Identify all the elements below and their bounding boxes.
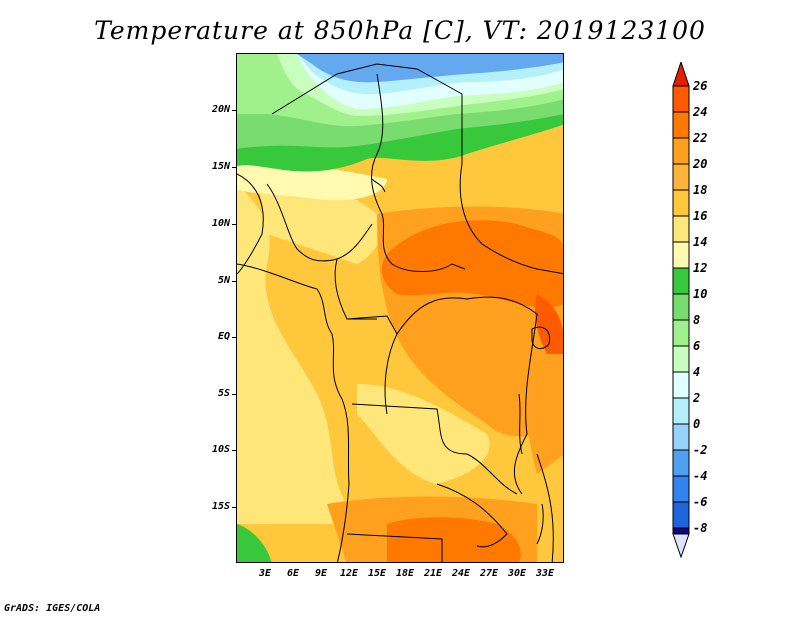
lon-label-12e: 12E: [339, 568, 359, 579]
colorbar-swatch-m8-m6: [672, 501, 690, 529]
lake-chad: [371, 178, 386, 193]
lake-malawi: [536, 503, 544, 545]
lon-label-15e: 15E: [367, 568, 387, 579]
lon-label-3e: 3E: [258, 568, 272, 579]
field-deeporange-car: [381, 220, 563, 308]
temperature-map: [236, 53, 564, 563]
lat-label-5n: 5N: [217, 275, 230, 286]
colorbar-swatch-8-10: [672, 293, 690, 321]
border-sahara: [271, 63, 463, 164]
colorbar-swatch-6-8: [672, 319, 690, 347]
lake-victoria: [531, 326, 551, 350]
colorbar-label-4: 4: [693, 365, 701, 379]
field-yellow-angola: [357, 384, 490, 484]
colorbar-label-26: 26: [693, 79, 708, 93]
colorbar-swatch-22-24: [672, 111, 690, 139]
colorbar-label-10: 10: [693, 287, 708, 301]
lon-label-21e: 21E: [423, 568, 443, 579]
lat-tick: [232, 337, 236, 338]
field-green-sw: [237, 524, 272, 562]
lon-label-33e: 33E: [535, 568, 555, 579]
colorbar-swatch-14-16: [672, 215, 690, 243]
lat-tick: [232, 167, 236, 168]
colorbar-label-14: 14: [693, 235, 708, 249]
colorbar-label-12: 12: [693, 261, 708, 275]
border-angola: [351, 403, 518, 495]
colorbar-swatch-16-18: [672, 189, 690, 217]
colorbar-label-2: 2: [693, 391, 701, 405]
colorbar-swatch-below-m8: [672, 527, 690, 535]
lat-tick: [232, 394, 236, 395]
map-title: Temperature at 850hPa [C], VT: 201912310…: [94, 16, 706, 45]
border-nigeria: [266, 183, 373, 262]
border-cameroon: [334, 258, 377, 320]
colorbar-label-m6: -6: [693, 495, 708, 509]
colorbar-label-8: 8: [693, 313, 701, 327]
field-paleyellow-north: [237, 162, 387, 201]
country-boundaries: [237, 63, 563, 562]
lon-label-27e: 27E: [479, 568, 499, 579]
colorbar-bottom-arrow: [672, 533, 690, 558]
colorbar: [672, 62, 690, 558]
colorbar-label-m8: -8: [693, 521, 708, 535]
field-blue: [297, 54, 563, 83]
lon-label-6e: 6E: [286, 568, 300, 579]
lon-label-9e: 9E: [314, 568, 328, 579]
border-zambia: [436, 483, 508, 548]
lat-tick: [232, 281, 236, 282]
coastline-west: [237, 173, 264, 275]
border-chad: [371, 73, 466, 272]
colorbar-label-18: 18: [693, 183, 708, 197]
colorbar-label-m4: -4: [693, 469, 708, 483]
temperature-field: [237, 54, 563, 562]
colorbar-label-0: 0: [693, 417, 701, 431]
border-congo: [346, 315, 398, 415]
colorbar-label-16: 16: [693, 209, 708, 223]
lon-label-24e: 24E: [451, 568, 471, 579]
lat-label-eq: EQ: [217, 331, 230, 342]
field-yellow-west: [237, 184, 357, 524]
lat-tick: [232, 507, 236, 508]
lat-label-5s: 5S: [217, 388, 230, 399]
colorbar-swatch-2-4: [672, 371, 690, 399]
colorbar-label-20: 20: [693, 157, 708, 171]
colorbar-swatch-m6-m4: [672, 475, 690, 503]
colorbar-swatch-12-14: [672, 241, 690, 269]
colorbar-swatch-0-2: [672, 397, 690, 425]
lake-tanganyika: [518, 393, 523, 455]
field-orange-east: [522, 314, 563, 474]
colorbar-swatch-m4-m2: [672, 449, 690, 477]
colorbar-swatch-10-12: [672, 267, 690, 295]
lat-tick: [232, 224, 236, 225]
field-yellow-band: [257, 174, 381, 264]
field-deeporange-south: [387, 517, 521, 562]
colorbar-top-arrow: [672, 62, 690, 87]
grads-credit: GrADS: IGES/COLA: [4, 603, 101, 614]
colorbar-label-22: 22: [693, 131, 708, 145]
colorbar-swatch-24-26: [672, 85, 690, 113]
colorbar-label-24: 24: [693, 105, 708, 119]
lat-label-10n: 10N: [211, 218, 230, 229]
lat-tick: [232, 110, 236, 111]
lat-label-15n: 15N: [211, 161, 230, 172]
colorbar-swatch-18-20: [672, 163, 690, 191]
colorbar-label-6: 6: [693, 339, 701, 353]
border-namibia: [346, 533, 443, 562]
coastline-gulf: [237, 263, 350, 562]
lat-label-15s: 15S: [211, 501, 230, 512]
colorbar-swatch-m2-0: [672, 423, 690, 451]
colorbar-swatch-20-22: [672, 137, 690, 165]
field-deeporange-east: [535, 294, 563, 354]
colorbar-label-m2: -2: [693, 443, 708, 457]
lat-label-10s: 10S: [211, 444, 230, 455]
border-mozambique: [536, 453, 554, 562]
lon-label-18e: 18E: [395, 568, 415, 579]
colorbar-swatch-4-6: [672, 345, 690, 373]
border-sudan: [459, 163, 563, 275]
lon-label-30e: 30E: [507, 568, 527, 579]
lat-tick: [232, 450, 236, 451]
lat-label-20n: 20N: [211, 104, 230, 115]
